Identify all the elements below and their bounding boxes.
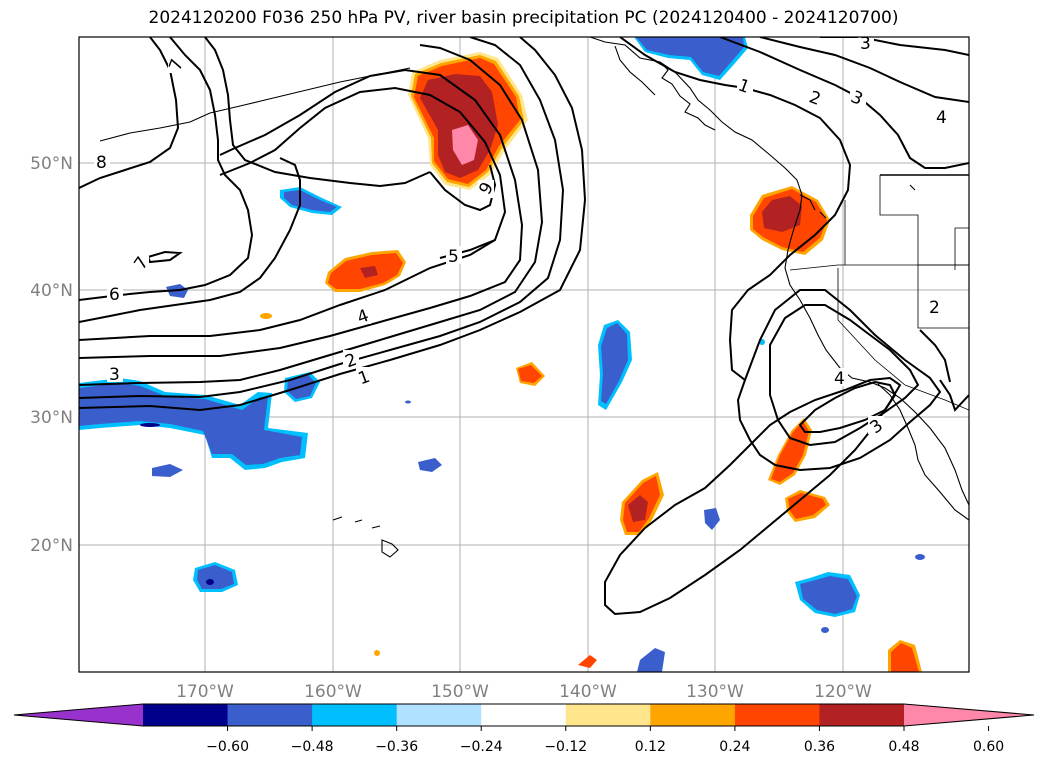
lat-label: 40°N — [30, 281, 73, 301]
colorbar-segment — [396, 704, 482, 726]
contour-labels: 8 7 7 6 5 4 3 2 1 6 1 2 3 4 — [94, 34, 950, 438]
lon-label: 160°W — [304, 682, 362, 702]
lon-label: 120°W — [814, 682, 872, 702]
coastlines — [99, 37, 969, 558]
contour-label: 4 — [936, 108, 947, 128]
colorbar-tick-label: 0.60 — [973, 739, 1004, 755]
colorbar-tick-label: −0.12 — [544, 739, 587, 755]
contour-label: 5 — [448, 247, 459, 267]
colorbar-tick-label: −0.36 — [375, 739, 418, 755]
lat-label: 50°N — [30, 154, 73, 174]
colorbar-tick-label: −0.48 — [291, 739, 334, 755]
contour-label: 8 — [96, 153, 107, 173]
contour-label: 6 — [109, 285, 120, 305]
colorbar-tick-label: −0.60 — [206, 739, 249, 755]
colorbar-tick-label: 0.36 — [804, 739, 835, 755]
lat-label: 20°N — [30, 536, 73, 556]
colorbar-segment — [650, 704, 736, 726]
colorbar: −0.60 −0.48 −0.36 −0.24 −0.12 0.12 0.24 0.36 0.4… — [13, 703, 1035, 755]
colorbar-extend-low — [14, 704, 143, 726]
lon-label: 130°W — [686, 682, 744, 702]
colorbar-extend-high — [904, 704, 1034, 726]
longitude-labels: 170°W 160°W 150°W 140°W 130°W 120°W — [176, 682, 872, 702]
colorbar-segment — [312, 704, 398, 726]
colorbar-tick-label: −0.24 — [460, 739, 503, 755]
contour-label: 4 — [834, 369, 845, 389]
colorbar-tick-label: 0.48 — [888, 739, 919, 755]
contour-label: 3 — [860, 34, 871, 54]
lon-label: 170°W — [176, 682, 234, 702]
colorbar-segment — [143, 704, 229, 726]
map-frame — [78, 36, 970, 673]
colorbar-segment — [565, 704, 651, 726]
contour-label: 2 — [929, 298, 940, 318]
colorbar-segment — [227, 704, 313, 726]
contour-label: 3 — [109, 365, 120, 385]
figure-title: 2024120200 F036 250 hPa PV, river basin … — [148, 8, 899, 28]
colorbar-segment — [734, 704, 820, 726]
colorbar-segment — [481, 704, 567, 726]
lon-label: 150°W — [431, 682, 489, 702]
map-area: 8 7 7 6 5 4 3 2 1 6 1 2 3 4 — [79, 34, 969, 672]
colorbar-outline — [13, 703, 1035, 727]
colorbar-segment — [819, 704, 905, 726]
colorbar-tick-label: 0.12 — [635, 739, 666, 755]
negative-anomalies — [79, 37, 925, 672]
pv-contours — [79, 37, 969, 616]
colorbar-tick-label: 0.24 — [719, 739, 750, 755]
latitude-labels: 50°N 40°N 30°N 20°N — [30, 154, 73, 556]
lat-label: 30°N — [30, 408, 73, 428]
lon-label: 140°W — [559, 682, 617, 702]
